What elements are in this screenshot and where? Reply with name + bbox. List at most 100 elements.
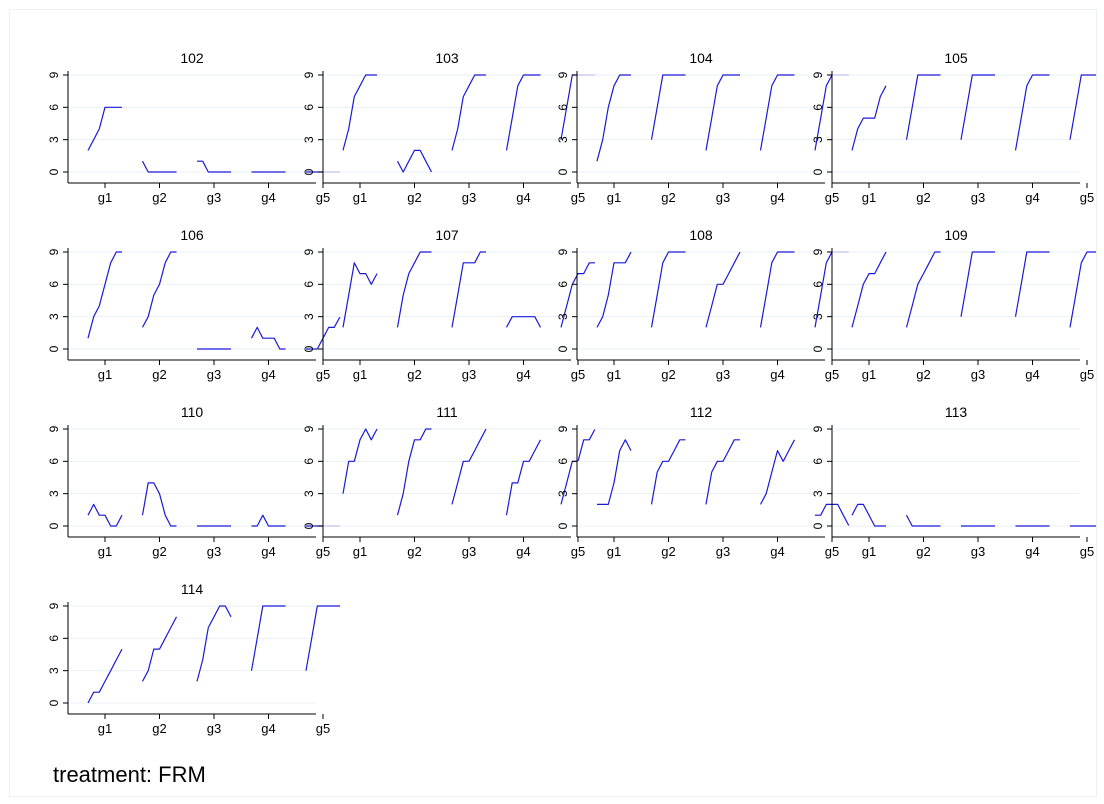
panel-title: 102: [180, 50, 204, 66]
series-line-g4: [759, 439, 796, 505]
series-line-g1: [87, 503, 123, 527]
panel-title: 113: [945, 404, 968, 420]
x-tick-label: g2: [661, 190, 675, 205]
y-tick-label: 3: [302, 313, 316, 320]
y-tick-label: 3: [556, 313, 570, 320]
y-tick-label: 0: [302, 345, 316, 352]
x-tick-label: g4: [261, 367, 275, 382]
series-line-g4: [759, 74, 795, 151]
x-tick-label: g5: [571, 544, 585, 559]
series-line-g2: [905, 74, 941, 140]
y-tick-label: 0: [47, 168, 61, 175]
series-line-g4: [505, 316, 542, 328]
y-tick-label: 0: [556, 168, 570, 175]
graph-region: 102 0 3 6 9 g1 g2 g3 g4 g5 103 0 3 6 9 g1 g2 g3 g4 g5 104 0 3 6…: [9, 9, 1097, 797]
x-tick-label: g2: [407, 367, 421, 382]
x-tick-label: g3: [462, 544, 476, 559]
series-line-g5: [560, 262, 595, 328]
y-tick-label: 6: [302, 458, 316, 465]
y-tick-label: 3: [47, 136, 61, 143]
panel-title: 104: [689, 50, 713, 66]
panel-title: 111: [436, 404, 457, 420]
x-tick-label: g5: [1080, 190, 1094, 205]
y-tick-label: 0: [811, 168, 825, 175]
treatment-note: treatment: FRM: [53, 762, 206, 787]
y-tick-label: 6: [556, 458, 570, 465]
x-tick-label: g4: [1025, 367, 1039, 382]
y-tick-label: 0: [47, 345, 61, 352]
x-tick-label: g2: [152, 367, 166, 382]
x-tick-label: g2: [661, 367, 675, 382]
x-tick-label: g3: [971, 367, 985, 382]
panel-title: 107: [435, 227, 459, 243]
x-tick-label: g3: [207, 190, 221, 205]
series-line-g4: [505, 74, 541, 151]
y-tick-label: 3: [811, 313, 825, 320]
x-tick-label: g1: [98, 367, 112, 382]
series-line-g3: [451, 428, 487, 505]
x-tick-label: g2: [661, 544, 675, 559]
series-line-g3: [451, 74, 486, 151]
y-tick-label: 9: [302, 425, 316, 432]
x-tick-label: g5: [1080, 367, 1094, 382]
x-tick-label: g2: [407, 190, 421, 205]
series-line-g4: [250, 326, 286, 350]
x-tick-label: g3: [462, 367, 476, 382]
y-tick-label: 9: [811, 425, 825, 432]
series-line-g1: [851, 503, 886, 527]
y-tick-label: 3: [302, 490, 316, 497]
series-line-g1: [596, 251, 632, 328]
series-line-g4: [1014, 74, 1050, 151]
y-tick-label: 0: [556, 522, 570, 529]
series-line-g1: [851, 251, 887, 328]
y-tick-label: 9: [302, 248, 316, 255]
x-tick-label: g4: [261, 544, 275, 559]
series-line-g1: [597, 439, 632, 505]
y-tick-label: 6: [811, 281, 825, 288]
series-line-g2: [905, 251, 941, 328]
y-tick-label: 9: [556, 248, 570, 255]
series-line-g1: [342, 74, 377, 151]
series-line-g2: [905, 514, 941, 527]
x-tick-label: g1: [353, 190, 367, 205]
series-line-g2: [650, 439, 686, 505]
y-tick-label: 6: [811, 458, 825, 465]
y-tick-label: 3: [47, 313, 61, 320]
y-tick-label: 0: [47, 522, 61, 529]
y-tick-label: 6: [47, 458, 61, 465]
y-tick-label: 6: [811, 104, 825, 111]
x-tick-label: g3: [971, 544, 985, 559]
series-line-g3: [705, 74, 740, 151]
series-line-g2: [650, 74, 686, 140]
x-tick-label: g1: [353, 544, 367, 559]
series-line-g5: [1069, 74, 1096, 140]
x-tick-label: g4: [1025, 190, 1039, 205]
y-tick-label: 3: [47, 490, 61, 497]
x-tick-label: g1: [98, 544, 112, 559]
x-tick-label: g3: [207, 544, 221, 559]
y-tick-label: 9: [811, 248, 825, 255]
x-tick-label: g4: [770, 367, 784, 382]
x-tick-label: g4: [516, 190, 530, 205]
y-tick-label: 6: [556, 281, 570, 288]
x-tick-label: g3: [462, 190, 476, 205]
y-tick-label: 3: [811, 136, 825, 143]
y-tick-label: 3: [556, 490, 570, 497]
y-tick-label: 6: [47, 635, 61, 642]
x-tick-label: g4: [1025, 544, 1039, 559]
x-tick-label: g1: [353, 367, 367, 382]
series-line-g5: [1069, 251, 1096, 328]
x-tick-label: g3: [716, 544, 730, 559]
x-tick-label: g5: [825, 367, 839, 382]
series-line-g1: [851, 85, 887, 151]
x-tick-label: g4: [516, 544, 530, 559]
x-tick-label: g1: [98, 190, 112, 205]
x-tick-label: g1: [862, 544, 876, 559]
y-tick-label: 6: [47, 104, 61, 111]
panel-title: 110: [181, 404, 204, 420]
x-tick-label: g2: [916, 544, 930, 559]
x-tick-label: g4: [770, 190, 784, 205]
panel-105: 105 0 3 6 9 g1 g2 g3 g4 g5: [811, 50, 1096, 205]
x-tick-label: g3: [716, 190, 730, 205]
series-line-g4: [505, 439, 542, 516]
